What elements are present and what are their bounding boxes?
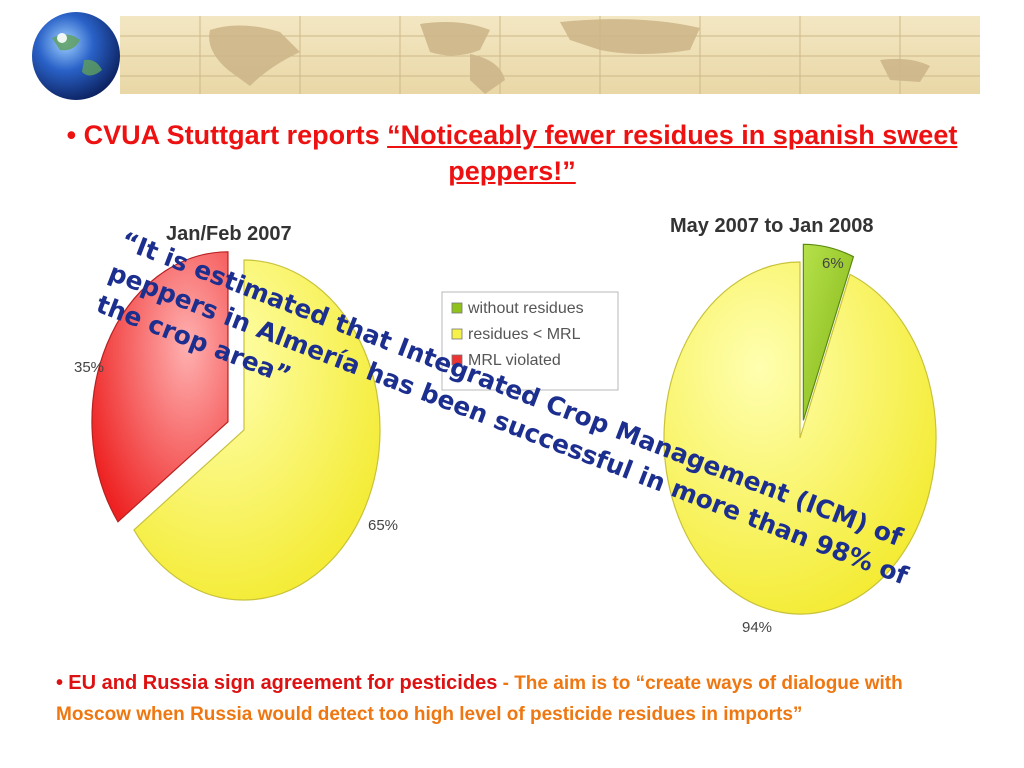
globe-icon [32, 12, 120, 100]
bottom-bullet: • EU and Russia sign agreement for pesti… [56, 668, 976, 730]
legend: without residues residues < MRL MRL violat… [441, 291, 619, 391]
pie-slice-value-label: 35% [74, 359, 104, 376]
pie-slice-residues-mrl [133, 259, 381, 601]
legend-swatch [451, 354, 463, 366]
pie-slice-mrl-violated [91, 251, 229, 523]
headline-bullet: • [66, 120, 77, 150]
chart-title: Jan/Feb 2007 [166, 223, 292, 245]
legend-item-label: without residues [467, 300, 584, 317]
bottom-bullet-marker: • [56, 672, 64, 694]
legend-swatch [451, 302, 463, 314]
header-banner [0, 0, 1024, 110]
pie-slice-value-label: 94% [742, 619, 772, 636]
chart-title: May 2007 to Jan 2008 [670, 215, 873, 237]
bottom-lead: EU and Russia sign agreement for pestici… [68, 672, 498, 694]
bottom-rest: The aim is to “create ways of dialogue w… [56, 673, 903, 725]
legend-item-label: MRL violated [468, 352, 561, 369]
headline-prefix: CVUA Stuttgart reports [83, 120, 388, 150]
pie-slice-value-label: 6% [822, 255, 844, 272]
pie-slice-residues-mrl [663, 261, 937, 615]
pie-slice-value-label: 65% [368, 517, 398, 534]
legend-item-label: residues < MRL [468, 326, 581, 343]
pie-slice-without-residues [802, 243, 855, 421]
headline-quote: “Noticeably fewer residues in spanish sw… [387, 120, 958, 186]
legend-swatch [451, 328, 463, 340]
headline: • CVUA Stuttgart reports “Noticeably few… [40, 117, 984, 189]
pie-charts: Jan/Feb 2007 65% 35% May 2007 to Jan 2008 6… [74, 215, 937, 636]
bottom-separator: - [497, 673, 515, 694]
legend-box [441, 291, 619, 391]
